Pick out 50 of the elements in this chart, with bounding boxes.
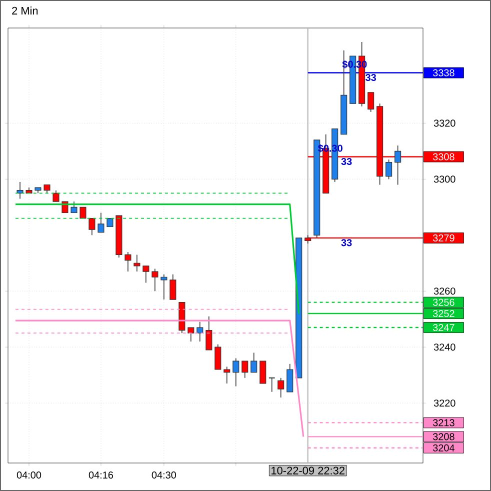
candlestick bbox=[134, 254, 140, 272]
candlestick bbox=[260, 360, 266, 384]
ref-line-label: 3208 bbox=[432, 433, 454, 440]
candlestick bbox=[124, 252, 132, 272]
candlestick bbox=[278, 378, 284, 398]
y-tick-label: 3320 bbox=[434, 120, 456, 127]
y-tick-label: 3260 bbox=[434, 288, 456, 295]
y-tick-label: 3220 bbox=[434, 400, 456, 407]
candlestick bbox=[214, 344, 222, 370]
candlestick bbox=[70, 201, 78, 214]
candlestick bbox=[188, 327, 194, 342]
annotation: 33 bbox=[341, 158, 352, 166]
candlestick bbox=[170, 274, 176, 300]
candlestick bbox=[98, 212, 104, 233]
candlestick bbox=[52, 190, 60, 202]
ref-line-label: 3204 bbox=[432, 444, 454, 452]
candlestick bbox=[386, 159, 392, 180]
candlestick bbox=[250, 352, 258, 373]
candlestick bbox=[224, 366, 230, 384]
candlestick bbox=[394, 145, 402, 186]
ref-line-label: 3308 bbox=[432, 153, 454, 160]
ref-line-label: 3279 bbox=[432, 234, 454, 242]
candlestick bbox=[206, 316, 212, 350]
ref-line-label: 3338 bbox=[432, 69, 454, 76]
candlestick bbox=[88, 218, 96, 236]
text: 10-22-09 22:32 bbox=[272, 466, 344, 474]
annotation: 33 bbox=[366, 74, 376, 82]
ref-line-label: 3213 bbox=[432, 419, 454, 426]
x-tick-label: 04:30 bbox=[152, 472, 176, 479]
candlestick bbox=[232, 358, 240, 387]
candlestick bbox=[242, 360, 248, 378]
chart-title: 2 Min bbox=[12, 6, 38, 14]
annotation: 33 bbox=[341, 239, 352, 246]
x-tick-label: 04:00 bbox=[16, 472, 42, 479]
candlestick bbox=[160, 274, 168, 300]
candlestick bbox=[368, 92, 374, 112]
y-tick-label: 3300 bbox=[434, 176, 456, 183]
candlestick bbox=[142, 266, 150, 284]
x-tick-label: 04:16 bbox=[88, 472, 113, 479]
candlestick bbox=[152, 268, 158, 292]
ref-line-label: 3256 bbox=[432, 298, 454, 306]
annotation: $0.30 bbox=[342, 60, 367, 68]
ref-line-label: 3247 bbox=[432, 324, 454, 332]
candlestick bbox=[286, 364, 294, 392]
y-tick-label: 3240 bbox=[434, 344, 456, 351]
ref-line-label: 3252 bbox=[432, 310, 454, 318]
candlestick bbox=[196, 322, 204, 342]
candlestick bbox=[16, 182, 24, 200]
annotation: $0.30 bbox=[318, 144, 342, 152]
candlestick bbox=[268, 377, 276, 392]
